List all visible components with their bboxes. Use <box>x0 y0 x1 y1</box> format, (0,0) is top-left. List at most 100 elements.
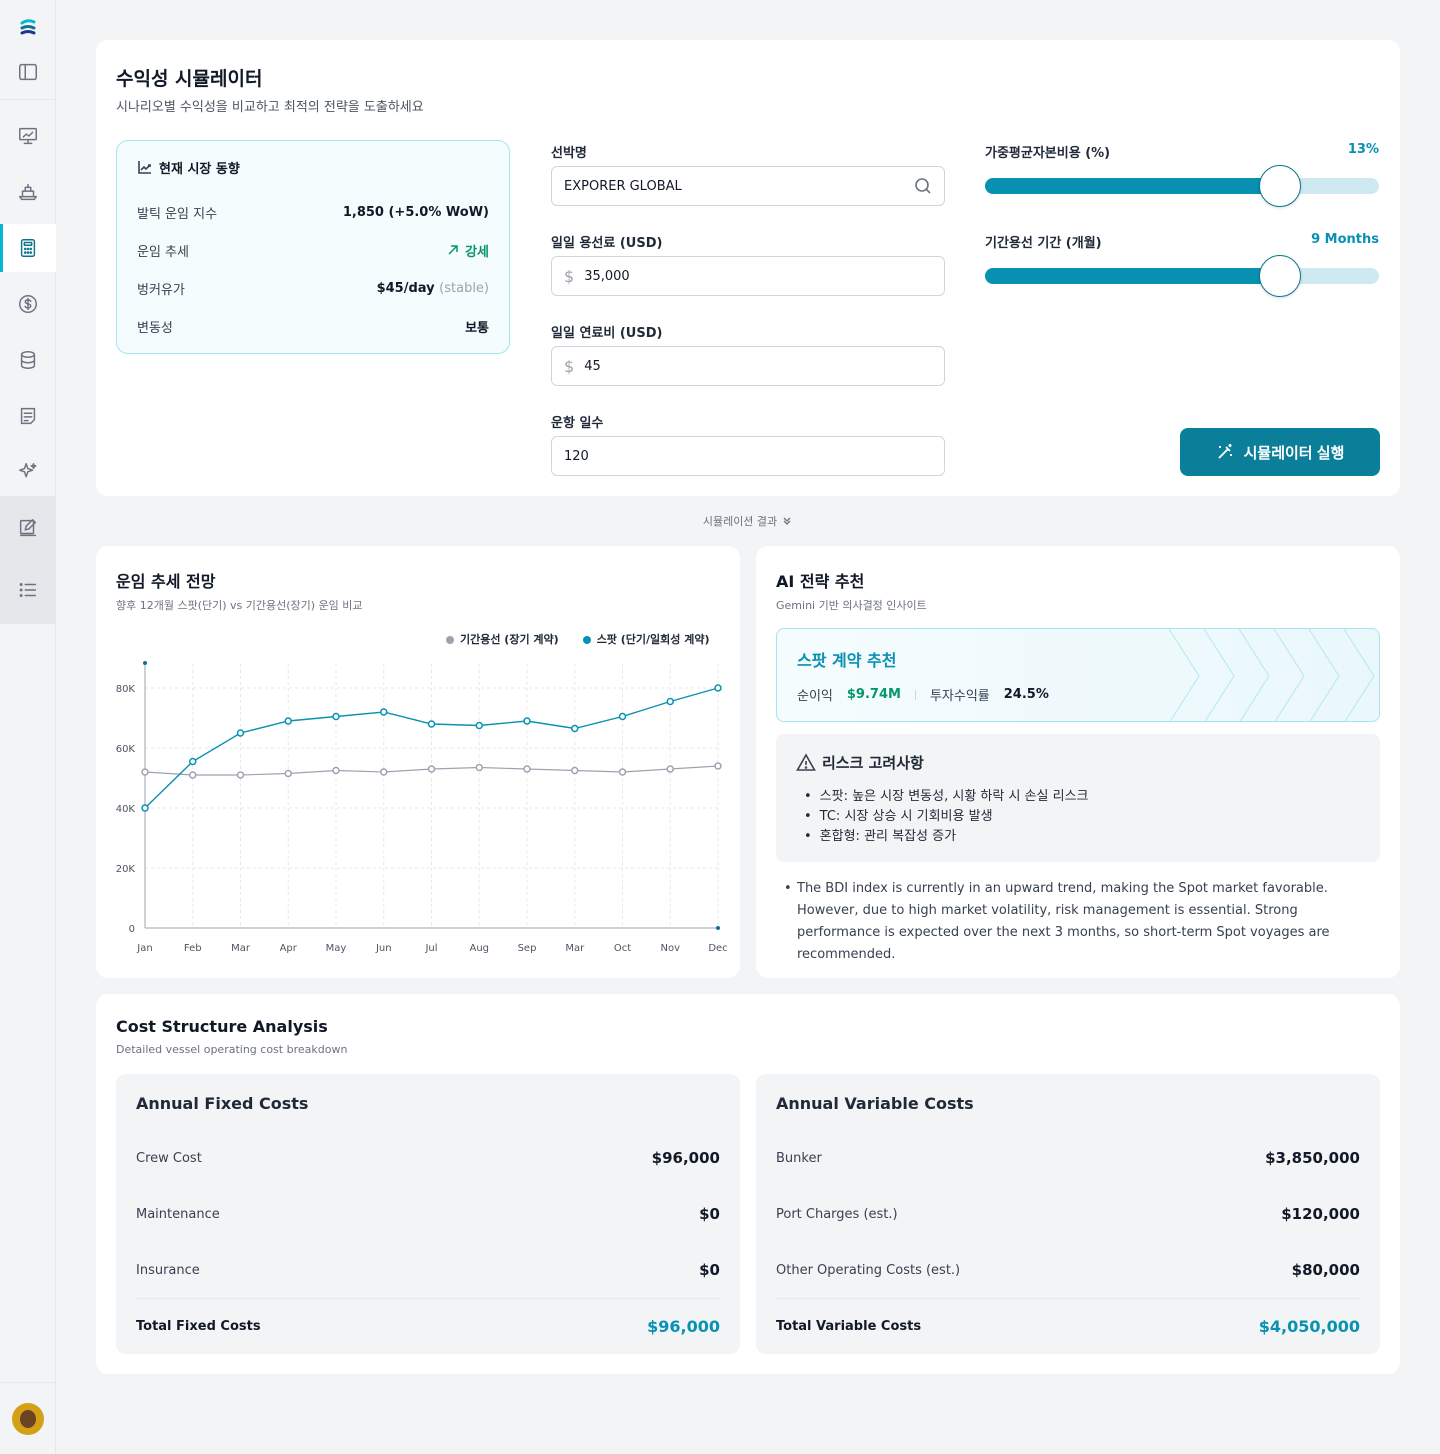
sidebar-item-list[interactable] <box>0 566 56 614</box>
period-label: 기간용선 기간 (개월) <box>985 236 1102 251</box>
sidebar-header <box>0 0 56 100</box>
wacc-slider-fill <box>985 178 1281 194</box>
data-point <box>332 766 340 775</box>
period-slider-handle[interactable] <box>1259 255 1301 297</box>
profit-label: 순이익 <box>797 689 833 704</box>
arrow-up-right-icon <box>448 245 458 255</box>
wacc-label: 가중평균자본비용 (%) <box>985 146 1111 161</box>
document-icon <box>20 407 36 425</box>
data-point <box>618 712 627 721</box>
stats-separator <box>914 689 916 700</box>
cost-total-row: Total Variable Costs $4,050,000 <box>776 1298 1360 1354</box>
sidebar-item-finance[interactable] <box>0 280 56 328</box>
cost-row: Bunker $3,850,000 <box>776 1130 1360 1186</box>
sidebar-item-reports[interactable] <box>0 392 56 440</box>
legend-item-spot[interactable]: 스팟 (단기/일회성 계약) <box>582 631 710 647</box>
cost-label: Maintenance <box>136 1206 220 1222</box>
chart-legend: 기간용선 (장기 계약) 스팟 (단기/일회성 계약) <box>446 631 710 647</box>
data-point <box>475 721 483 730</box>
run-button-label: 시뮬레이터 실행 <box>1243 444 1345 462</box>
data-point <box>714 684 722 692</box>
warning-icon <box>796 752 816 771</box>
roi-label: 투자수익률 <box>929 689 990 704</box>
ai-insight-text: The BDI index is currently in an upward … <box>784 878 1380 966</box>
presentation-chart-icon <box>19 127 37 145</box>
cost-value: $0 <box>699 1261 720 1279</box>
cost-card-subtitle: Detailed vessel operating cost breakdown <box>116 1043 348 1056</box>
data-point <box>332 712 340 721</box>
sidebar-item-simulator[interactable] <box>0 224 56 272</box>
data-point <box>666 697 674 706</box>
vessel-search-input[interactable]: EXPORER GLOBAL <box>551 166 945 206</box>
sidebar-item-vessels[interactable] <box>0 168 56 216</box>
variable-costs-panel: Annual Variable Costs Bunker $3,850,000 P… <box>756 1074 1380 1354</box>
cost-total-row: Total Fixed Costs $96,000 <box>136 1298 720 1354</box>
x-tick-label: Mar <box>565 943 585 954</box>
run-simulator-button[interactable]: 시뮬레이터 실행 <box>1180 428 1380 476</box>
list-icon <box>19 583 37 597</box>
x-tick-label: Apr <box>280 943 298 954</box>
legend-item-tc[interactable]: 기간용선 (장기 계약) <box>446 631 559 647</box>
freight-trend-card: 운임 추세 전망 향후 12개월 스팟(단기) vs 기간용선(장기) 운임 비… <box>96 546 740 978</box>
data-point <box>380 768 388 776</box>
sidebar-item-edit[interactable] <box>0 504 56 552</box>
market-row-label: 운임 추세 <box>137 244 189 260</box>
x-tick-label: Nov <box>660 943 680 954</box>
risk-item: 스팟: 높은 시장 변동성, 시황 하락 시 손실 리스크 <box>804 787 1360 807</box>
wacc-slider[interactable] <box>985 165 1379 207</box>
results-divider[interactable]: 시뮬레이션 결과 <box>0 513 1440 529</box>
risk-item: 혼합형: 관리 복잡성 증가 <box>804 827 1360 847</box>
cost-structure-card: Cost Structure Analysis Detailed vessel … <box>96 994 1400 1374</box>
sidebar-toggle-icon[interactable] <box>0 48 56 96</box>
avatar[interactable] <box>12 1403 44 1435</box>
freight-line-chart: 0 20K 40K 60K 80K Jan Feb Mar Apr May Jun Jul Aug Sep… <box>116 661 728 954</box>
roi-value: 24.5% <box>1003 687 1049 702</box>
market-row-bunker: 벙커유가 $45/day (stable) <box>137 269 489 307</box>
magic-wand-icon <box>1217 444 1232 459</box>
sidebar-item-database[interactable] <box>0 336 56 384</box>
recommendation-stats: 순이익 $9.74M 투자수익률 24.5% <box>797 685 1049 704</box>
legend-swatch <box>582 636 591 644</box>
vessel-value: EXPORER GLOBAL <box>564 178 682 194</box>
x-tick-label: Jan <box>136 943 152 954</box>
profit-value: $9.74M <box>846 687 901 702</box>
market-row-bdi: 발틱 운임 지수 1,850 (+5.0% WoW) <box>137 193 489 231</box>
operating-days-input[interactable]: 120 <box>551 436 945 476</box>
hire-value: 35,000 <box>584 268 630 284</box>
sparkles-icon <box>19 463 37 478</box>
data-point <box>236 771 245 779</box>
sidebar <box>0 0 56 1454</box>
risk-item: TC: 시장 상승 시 기회비용 발생 <box>804 807 1360 827</box>
chevrons-down-icon <box>783 517 791 525</box>
results-divider-label: 시뮬레이션 결과 <box>702 515 778 528</box>
cost-total-label: Total Variable Costs <box>776 1319 922 1334</box>
ship-icon <box>19 183 37 201</box>
x-tick-label: Feb <box>184 943 202 954</box>
data-point <box>571 724 579 733</box>
risk-box: 리스크 고려사항 스팟: 높은 시장 변동성, 시황 하락 시 손실 리스크 T… <box>776 734 1380 862</box>
bunker-value: $45/day <box>376 280 435 296</box>
axis-end-dot <box>716 926 720 930</box>
calculator-icon <box>20 239 36 257</box>
market-row-volatility: 변동성 보통 <box>137 307 489 345</box>
wacc-slider-handle[interactable] <box>1259 165 1301 207</box>
market-row-value: 보통 <box>465 320 489 336</box>
recommendation-box: 스팟 계약 추천 순이익 $9.74M 투자수익률 24.5% <box>776 628 1380 722</box>
edit-icon <box>19 519 37 537</box>
data-point <box>571 766 579 775</box>
hire-rate-input[interactable]: $ 35,000 <box>551 256 945 296</box>
market-row-label: 발틱 운임 지수 <box>137 206 218 222</box>
sidebar-item-ai[interactable] <box>0 448 56 496</box>
market-row-value: 1,850 (+5.0% WoW) <box>342 204 489 220</box>
sidebar-item-dashboard[interactable] <box>0 112 56 160</box>
fuel-cost-input[interactable]: $ 45 <box>551 346 945 386</box>
market-row-label: 벙커유가 <box>137 282 185 298</box>
cost-value: $120,000 <box>1281 1205 1360 1223</box>
ai-card-title: AI 전략 추천 <box>776 572 865 591</box>
data-point <box>475 763 483 772</box>
app-logo[interactable] <box>18 18 38 38</box>
y-tick-label: 40K <box>116 804 136 815</box>
period-slider[interactable] <box>985 255 1379 297</box>
wacc-value: 13% <box>1347 142 1379 157</box>
database-icon <box>20 351 36 369</box>
